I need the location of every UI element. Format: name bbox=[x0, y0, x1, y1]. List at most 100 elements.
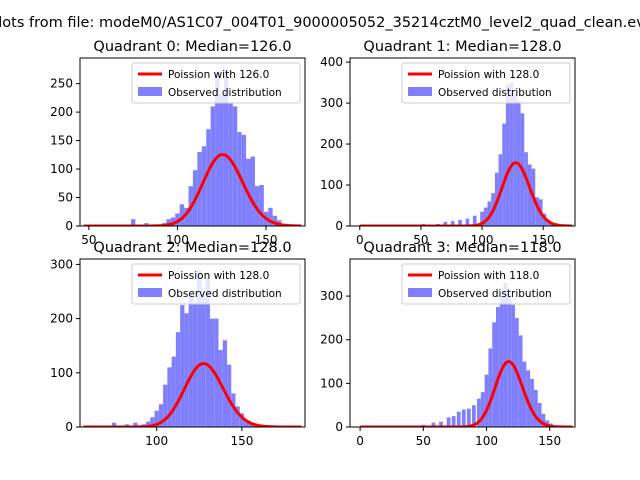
histogram-bar bbox=[184, 313, 189, 427]
x-tick-label: 150 bbox=[538, 434, 561, 448]
histogram-bar bbox=[175, 332, 181, 427]
legend-frame bbox=[131, 263, 301, 305]
histogram-bar bbox=[222, 340, 228, 427]
histogram-bar bbox=[235, 406, 240, 427]
histogram-bar bbox=[154, 410, 159, 427]
histogram-bar bbox=[495, 307, 500, 427]
legend: Poission with 128.0 Observed distribution bbox=[131, 263, 301, 305]
x-tick-label: 0 bbox=[356, 233, 364, 247]
figure-suptitle: Plots from file: modeM0/AS1C07_004T01_90… bbox=[0, 15, 640, 31]
histogram-bar bbox=[527, 164, 532, 226]
legend: Poission with 126.0 Observed distribution bbox=[131, 62, 301, 104]
y-tick-label: 300 bbox=[320, 96, 343, 110]
histogram-bar bbox=[179, 204, 185, 226]
histogram-bar bbox=[111, 422, 117, 427]
histogram-bar bbox=[192, 302, 198, 427]
x-tick-label: 150 bbox=[230, 434, 253, 448]
y-tick-label: 250 bbox=[50, 77, 73, 91]
histogram-bar bbox=[272, 215, 278, 226]
histogram-bar bbox=[431, 422, 436, 427]
y-tick-label: 0 bbox=[335, 420, 343, 434]
legend-label-observed: Observed distribution bbox=[438, 87, 552, 99]
plot-area bbox=[83, 269, 302, 427]
y-tick-label: 300 bbox=[50, 257, 73, 271]
x-tick-label: 0 bbox=[356, 434, 364, 448]
histogram-bar bbox=[268, 207, 273, 226]
x-tick-label: 100 bbox=[475, 434, 498, 448]
histogram-bar bbox=[488, 348, 493, 427]
y-tick-label: 300 bbox=[320, 289, 343, 303]
histogram-bar bbox=[483, 207, 488, 226]
histogram-bar bbox=[535, 197, 539, 226]
y-tick-label: 100 bbox=[50, 162, 73, 176]
histogram-bar bbox=[244, 420, 249, 427]
legend-bar-swatch bbox=[408, 288, 432, 297]
histogram-bar bbox=[218, 350, 223, 427]
legend-frame bbox=[401, 62, 571, 104]
histogram-bar bbox=[513, 94, 517, 226]
histogram-bar bbox=[223, 69, 229, 226]
x-tick-label: 50 bbox=[413, 233, 428, 247]
y-tick-label: 100 bbox=[320, 178, 343, 192]
y-tick-label: 200 bbox=[50, 105, 73, 119]
y-tick-label: 0 bbox=[65, 219, 73, 233]
legend-label-poisson: Poission with 126.0 bbox=[168, 69, 269, 81]
legend-frame bbox=[131, 62, 301, 104]
histogram-bar bbox=[188, 294, 193, 427]
histogram-bar bbox=[215, 72, 220, 226]
y-tick-label: 0 bbox=[65, 420, 73, 434]
histogram-bar bbox=[250, 156, 255, 226]
histogram-bar bbox=[248, 422, 253, 427]
y-tick-label: 100 bbox=[50, 366, 73, 380]
chart-title: Quadrant 3: Median=118.0 bbox=[363, 240, 561, 256]
histogram-bar bbox=[533, 389, 538, 427]
legend-label-poisson: Poission with 128.0 bbox=[168, 270, 269, 282]
histogram-bar bbox=[480, 392, 485, 427]
histogram-bar bbox=[150, 417, 155, 427]
y-tick-label: 200 bbox=[320, 333, 343, 347]
histogram-bar bbox=[206, 129, 211, 226]
poisson-curve bbox=[83, 153, 302, 226]
chart-quadrant-2: 100 150 0 100 200 300 Quadrant 2: Median=128.0… bbox=[50, 240, 306, 448]
histogram-bar bbox=[231, 393, 236, 427]
axes-frame bbox=[79, 57, 306, 227]
histogram-bar bbox=[259, 184, 264, 226]
histogram-bar bbox=[158, 404, 164, 427]
chart-title: Quadrant 0: Median=126.0 bbox=[93, 39, 291, 55]
histogram-bar bbox=[537, 403, 542, 427]
histogram-bar bbox=[465, 218, 470, 226]
histogram-bar bbox=[219, 95, 224, 226]
histogram-bar bbox=[171, 356, 176, 427]
histogram-bar bbox=[227, 364, 232, 427]
histogram-bar bbox=[254, 186, 260, 226]
histogram-bar bbox=[499, 296, 504, 427]
axes-frame bbox=[349, 258, 576, 428]
y-tick-label: 0 bbox=[335, 219, 343, 233]
histogram-bar bbox=[439, 421, 443, 427]
histogram-bar bbox=[170, 217, 176, 226]
legend-frame bbox=[401, 263, 571, 305]
legend-label-observed: Observed distribution bbox=[168, 87, 282, 99]
histogram-bar bbox=[509, 82, 514, 226]
legend-bar-swatch bbox=[138, 87, 162, 96]
histogram-bar bbox=[210, 106, 216, 226]
histogram-bar bbox=[133, 422, 138, 427]
histogram-bar bbox=[484, 374, 489, 427]
legend-bar-swatch bbox=[138, 288, 162, 297]
histogram-bar bbox=[471, 405, 476, 427]
y-tick-label: 100 bbox=[320, 376, 343, 390]
histogram-bar bbox=[443, 221, 448, 226]
histogram-bar bbox=[201, 296, 206, 427]
legend-label-poisson: Poission with 118.0 bbox=[438, 270, 539, 282]
histogram-bar bbox=[530, 379, 534, 427]
plot-area bbox=[83, 69, 302, 226]
axes-frame bbox=[79, 258, 306, 428]
histogram-bar bbox=[456, 411, 461, 427]
histogram-bar bbox=[167, 367, 172, 427]
axes-frame bbox=[349, 57, 576, 227]
chart-title: Quadrant 1: Median=128.0 bbox=[363, 39, 561, 55]
histogram-bar bbox=[209, 318, 215, 427]
histogram-bar bbox=[180, 305, 185, 427]
x-tick-label: 100 bbox=[166, 233, 189, 247]
